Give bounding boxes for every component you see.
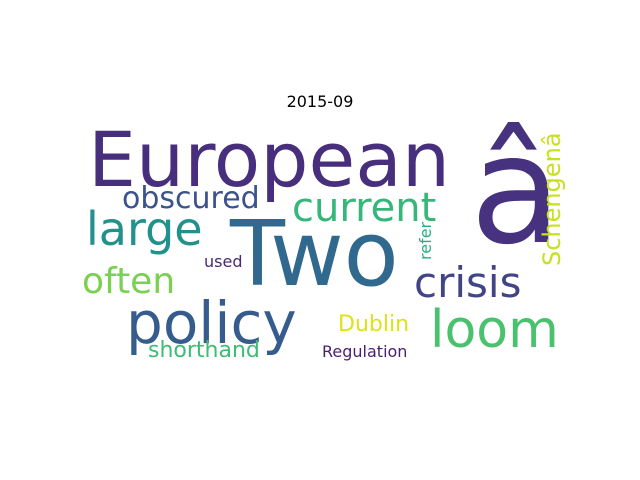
word-current: current [292, 185, 437, 231]
word-obscured: obscured [122, 181, 260, 216]
word-loom: loom [430, 300, 559, 360]
word-two: Two [230, 202, 399, 307]
word-schengen: Schengenâ [538, 132, 566, 266]
word-used: used [204, 252, 243, 271]
word-large: large [86, 202, 203, 256]
word-regulation: Regulation [322, 342, 408, 361]
word-cloud: European â Two obscured current large Sc… [80, 104, 566, 366]
word-european: European [88, 115, 451, 204]
word-often: often [82, 261, 176, 302]
word-dublin: Dublin [338, 312, 410, 337]
cloud-title: 2015-09 [286, 92, 354, 111]
word-a-hat: â [470, 104, 562, 278]
word-refer: refer [416, 221, 435, 260]
word-policy: policy [126, 289, 297, 357]
word-shorthand: shorthand [148, 338, 260, 363]
word-crisis: crisis [414, 258, 522, 307]
